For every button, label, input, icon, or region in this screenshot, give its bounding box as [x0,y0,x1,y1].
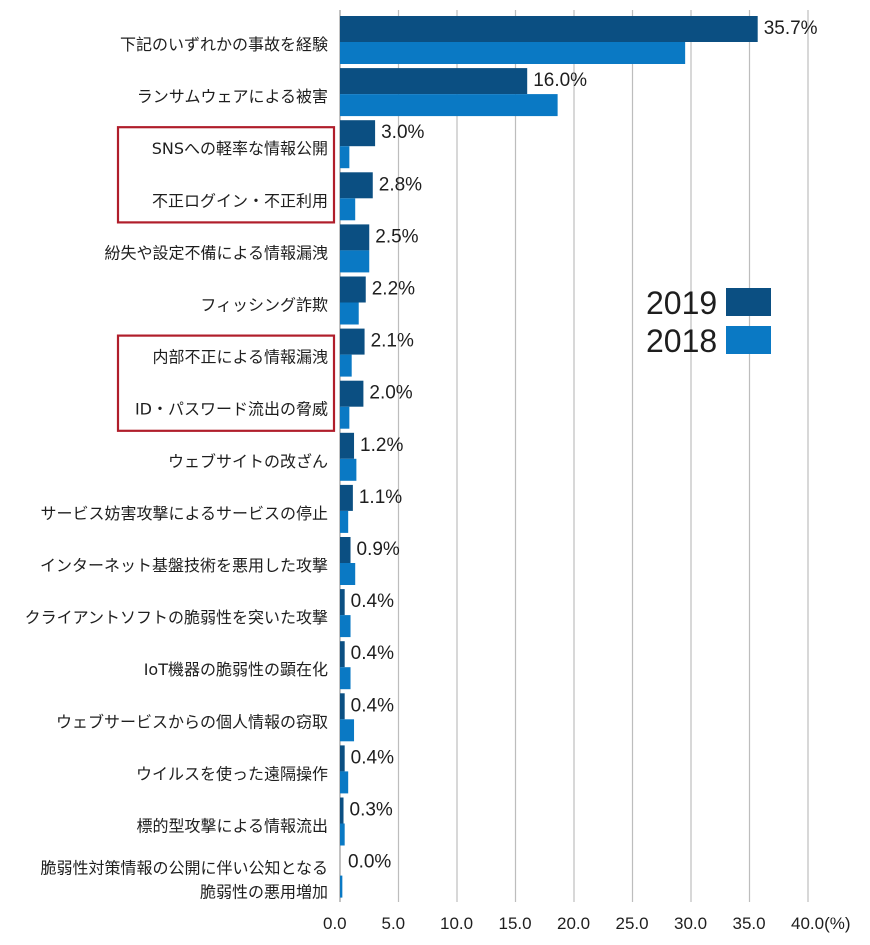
x-tick-label: 35.0 [733,914,766,933]
bar-2018 [340,94,558,117]
data-label: 0.0% [348,852,391,873]
data-labels: 35.7% 16.0% 3.0% 2.8% 2.5% 2.2% 2.1% 2.0% 1.2% 1.… [348,18,818,873]
bar-2018 [340,354,352,377]
data-label: 16.0% [533,70,587,91]
bar-2019 [340,693,345,720]
legend-swatch [726,326,771,354]
bars [340,16,758,898]
data-label: 1.1% [359,487,402,508]
x-tick-label: 30.0 [674,914,707,933]
highlight-box [116,334,336,432]
data-label: 3.0% [381,122,424,143]
bar-2018 [340,510,349,533]
bar-2018 [340,563,356,585]
data-label: 35.7% [764,18,818,39]
category-label: フィッシング詐欺 [200,296,328,315]
data-label: 0.9% [357,539,400,560]
data-label: 0.3% [350,800,393,821]
bar-2019 [340,589,345,616]
x-tick-label: 0.0 [323,914,347,933]
bar-2018 [340,615,351,638]
category-label: インターネット基盤技術を悪用した攻撃 [40,556,328,575]
category-label: 下記のいずれかの事故を経験 [120,35,328,54]
category-label: ウェブサイトの改ざん [168,452,328,471]
bar-2018 [340,771,349,794]
bar-2018 [340,458,357,481]
gridlines [339,10,809,902]
bar-2019 [340,745,345,772]
data-label: 2.1% [371,331,414,352]
bar-2018 [340,302,359,325]
bar-2018 [340,719,355,742]
category-label: 内部不正による情報漏洩 [152,348,328,367]
legend-label: 2018 [646,323,717,359]
bar-2019 [340,641,345,668]
highlight-boxes [116,126,336,432]
x-tick-label: 20.0 [557,914,590,933]
bar-2018 [340,250,370,273]
x-axis-ticks: 0.0 5.0 10.0 15.0 20.0 25.0 30.0 35.0 40.0(%) [323,914,851,933]
bar-2019 [340,224,370,251]
data-label: 0.4% [351,591,394,612]
bar-2018 [340,667,351,690]
x-tick-label: 15.0 [499,914,532,933]
legend-label: 2019 [646,285,717,321]
data-label: 0.4% [351,643,394,664]
x-tick-label: 5.0 [382,914,406,933]
bar-2019 [340,537,351,563]
category-label: 標的型攻撃による情報流出 [136,817,328,836]
category-label: クライアントソフトの脆弱性を突いた攻撃 [25,608,328,627]
bar-2019 [340,328,365,355]
bar-2018 [340,198,356,221]
category-label: ランサムウェアによる被害 [137,87,328,106]
bar-2019 [340,484,353,511]
data-label: 0.4% [351,747,394,768]
category-label: サービス妨害攻撃によるサービスの停止 [40,504,328,523]
bar-2018 [340,406,350,429]
x-tick-label: 25.0 [616,914,649,933]
category-label: IoT機器の脆弱性の顕在化 [144,660,328,679]
category-label: 不正ログイン・不正利用 [152,191,328,210]
bar-2019 [340,172,373,199]
bar-2018 [340,146,350,169]
bar-2019 [340,16,758,42]
category-label: ウイルスを使った遠隔操作 [136,764,328,783]
data-label: 2.8% [379,174,422,195]
bar-2019 [340,380,364,407]
category-label: 紛失や設定不備による情報漏洩 [104,243,328,262]
data-label: 1.2% [360,435,403,456]
data-label: 2.5% [375,226,418,247]
data-label: 0.4% [351,695,394,716]
bar-2019 [340,68,528,95]
bar-2018 [340,823,345,846]
x-tick-label: 40.0(%) [791,914,851,933]
highlight-box [116,126,336,224]
bar-2018 [340,42,686,64]
legend-swatch [726,288,771,316]
bar-2019 [340,432,355,459]
bar-2019 [340,797,344,824]
category-label: ウェブサービスからの個人情報の窃取 [56,712,328,731]
data-label: 2.0% [369,383,412,404]
x-tick-label: 10.0 [440,914,473,933]
category-label: ID・パスワード流出の脅威 [135,400,328,419]
category-label: 脆弱性の悪用増加 [200,883,328,902]
category-label: 脆弱性対策情報の公開に伴い公知となる [40,859,328,878]
category-label: SNSへの軽率な情報公開 [152,139,328,158]
bar-2018 [340,875,343,898]
bar-2019 [340,276,366,303]
bar-2019 [340,120,376,147]
data-label: 2.2% [372,279,415,300]
